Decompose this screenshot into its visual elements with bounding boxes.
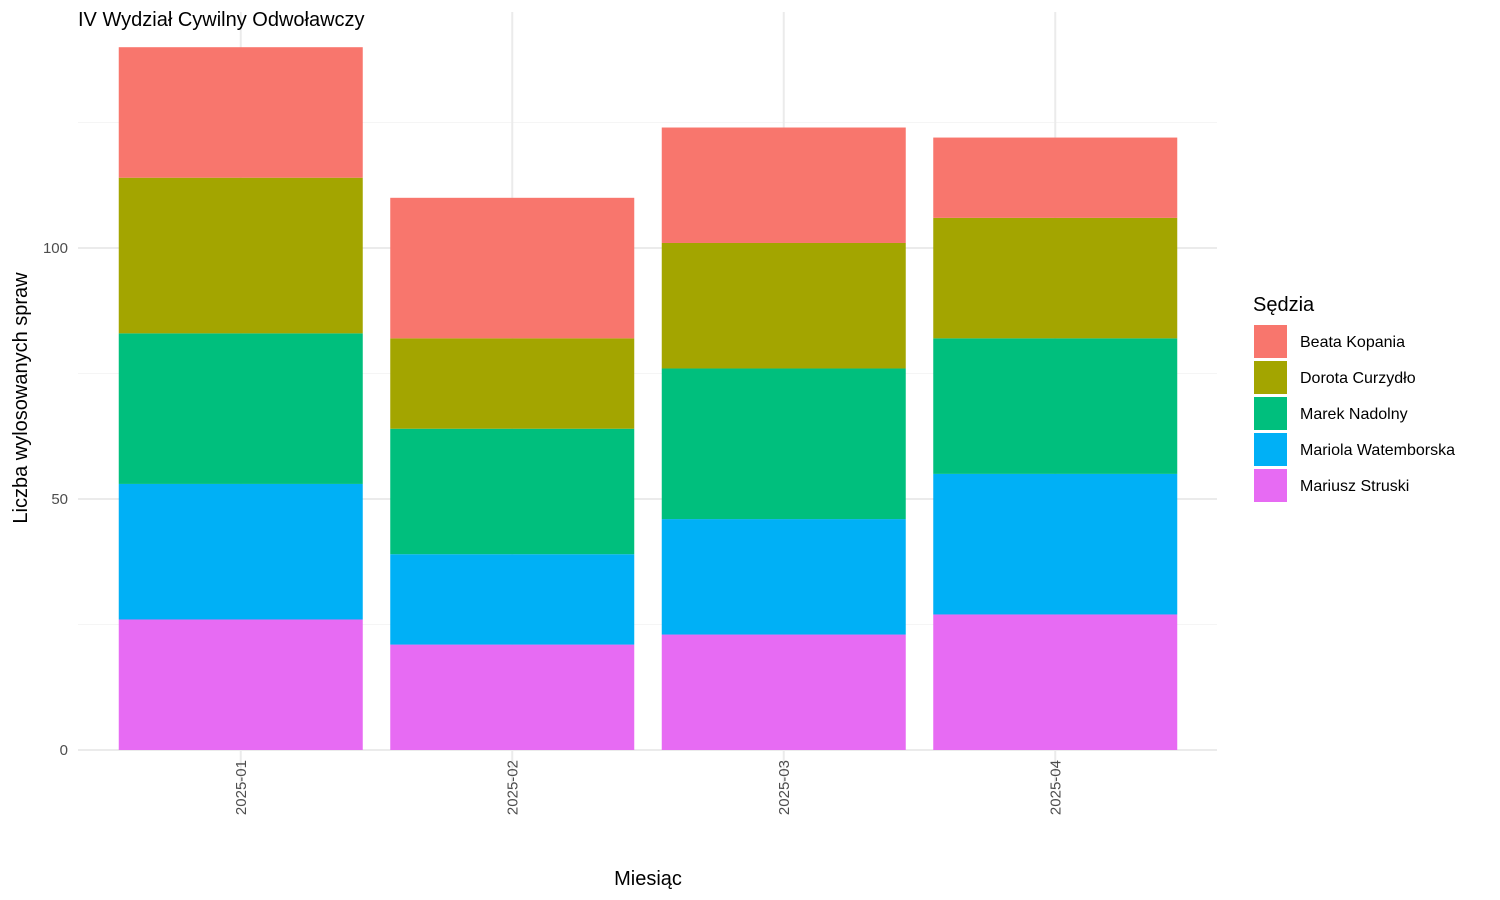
x-tick-label: 2025-01 — [233, 760, 250, 815]
bar-segment — [390, 338, 635, 429]
bar-segment — [390, 554, 635, 645]
legend-swatch — [1254, 469, 1287, 502]
y-axis-title: Liczba wylosowanych spraw — [10, 272, 32, 524]
legend-label: Mariusz Struski — [1300, 478, 1409, 495]
x-tick-label: 2025-04 — [1047, 760, 1064, 815]
bar-segment — [118, 333, 363, 484]
bar-segment — [661, 519, 906, 635]
bar-segment — [390, 428, 635, 555]
x-tick-label: 2025-02 — [504, 760, 521, 815]
bar-segment — [933, 137, 1178, 218]
legend-swatch — [1254, 433, 1287, 466]
x-tick-label: 2025-03 — [776, 760, 793, 815]
bar-segment — [118, 483, 363, 620]
bar-segment — [118, 619, 363, 750]
bars — [118, 47, 1178, 750]
bar-segment — [933, 614, 1178, 750]
legend-swatch — [1254, 325, 1287, 358]
bar-segment — [933, 473, 1178, 615]
bar-segment — [661, 368, 906, 520]
bar-segment — [933, 217, 1178, 339]
legend-label: Dorota Curzydło — [1300, 370, 1416, 387]
legend-label: Beata Kopania — [1300, 334, 1405, 351]
legend-label: Mariola Watemborska — [1300, 442, 1455, 459]
x-axis-title: Miesiąc — [614, 868, 682, 890]
bar-segment — [118, 47, 363, 178]
legend: Sędzia Beata Kopania Dorota Curzydło Marek… — [1253, 294, 1455, 502]
bar-segment — [390, 197, 635, 339]
bar-segment — [661, 634, 906, 750]
y-tick-label: 100 — [43, 240, 68, 257]
legend-swatch — [1254, 397, 1287, 430]
chart-title: IV Wydział Cywilny Odwoławczy — [78, 9, 365, 31]
y-tick-label: 0 — [60, 742, 68, 759]
legend-title: Sędzia — [1253, 294, 1315, 316]
bar-segment — [118, 177, 363, 334]
bar-segment — [933, 338, 1178, 474]
axes: 0 50 100 2025-01 2025-02 2025-03 2025-04 — [43, 240, 1064, 815]
legend-swatch — [1254, 361, 1287, 394]
bar-segment — [661, 127, 906, 243]
legend-label: Marek Nadolny — [1300, 406, 1408, 423]
bar-segment — [661, 242, 906, 369]
y-tick-label: 50 — [51, 491, 68, 508]
bar-segment — [390, 644, 635, 750]
